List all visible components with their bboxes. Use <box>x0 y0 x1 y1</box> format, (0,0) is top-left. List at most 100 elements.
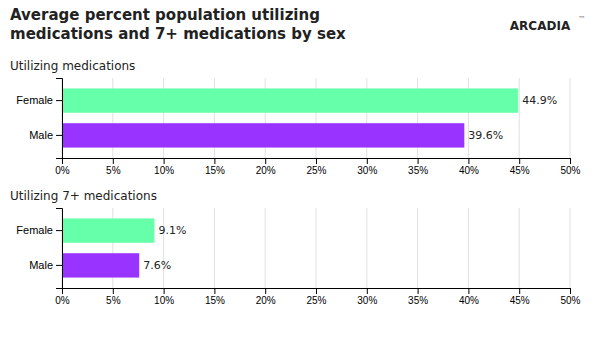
tick: 15% <box>205 288 225 306</box>
tick: 20% <box>256 288 276 306</box>
tick: 50% <box>560 158 580 176</box>
grid-line <box>519 78 520 158</box>
panel: Utilizing medications44.9%39.6%0%5%10%15… <box>10 59 581 176</box>
bar <box>62 218 154 242</box>
tick-mark <box>265 158 266 164</box>
tick-mark <box>519 158 520 164</box>
tick-label: 40% <box>459 295 479 306</box>
tick: 10% <box>154 158 174 176</box>
bars <box>62 88 518 147</box>
tick: 30% <box>357 158 377 176</box>
tick-label: 45% <box>510 165 530 176</box>
tick: 5% <box>106 158 121 176</box>
grid-line <box>316 208 317 288</box>
bar <box>62 123 464 147</box>
tick-mark <box>56 265 62 266</box>
chart: Average percent population utilizingmedi… <box>0 0 600 338</box>
tick: 45% <box>510 158 530 176</box>
tick: 25% <box>306 288 326 306</box>
grid-line <box>417 208 418 288</box>
tick-mark <box>164 288 165 294</box>
tick-label: 10% <box>154 165 174 176</box>
tick-mark <box>56 100 62 101</box>
tick-mark <box>367 288 368 294</box>
axis-line <box>56 209 63 289</box>
tick-label: 15% <box>205 295 225 306</box>
bars <box>62 218 154 277</box>
grid-line <box>265 208 266 288</box>
grid-line <box>214 208 215 288</box>
tick-mark <box>214 158 215 164</box>
panel: Utilizing 7+ medications 9.1%7.6% 0% 5% 10% 1… <box>10 189 581 306</box>
tick-label: 10% <box>154 295 174 306</box>
tick-label: 35% <box>408 165 428 176</box>
tick-mark <box>316 158 317 164</box>
tick-mark <box>164 158 165 164</box>
tick: 15% <box>205 158 225 176</box>
subtitle: Utilizing 7+ medications <box>10 189 157 203</box>
title: Average percent population utilizingmedi… <box>10 6 346 43</box>
grid-line <box>163 208 164 288</box>
y-axis: Female Male <box>16 209 62 289</box>
tick: 40% <box>459 288 479 306</box>
grid-line <box>570 78 571 158</box>
tick-mark <box>265 288 266 294</box>
tick-label: 45% <box>510 295 530 306</box>
tick-label: 50% <box>560 295 580 306</box>
tick: 30% <box>357 288 377 306</box>
tick-mark <box>418 158 419 164</box>
tick-mark <box>570 158 571 164</box>
tick-label: 20% <box>256 165 276 176</box>
grid-line <box>366 208 367 288</box>
tick-label: 25% <box>306 295 326 306</box>
tick-label: 50% <box>560 165 580 176</box>
tick: 35% <box>408 158 428 176</box>
grid <box>62 78 570 158</box>
tick-mark <box>468 158 469 164</box>
tick: 10% <box>154 288 174 306</box>
tick: 40% <box>459 158 479 176</box>
tick-label: Female <box>16 224 53 236</box>
tick-label: Male <box>29 129 53 141</box>
tick-label: 35% <box>408 295 428 306</box>
data-label: 44.9% <box>522 94 557 107</box>
tick-mark <box>570 288 571 294</box>
data-labels: 9.1%7.6% <box>143 224 186 272</box>
tick-label: 30% <box>357 165 377 176</box>
tick-mark <box>519 288 520 294</box>
tick: Female <box>16 94 62 106</box>
tick: 5% <box>106 288 121 306</box>
tick-label: 0% <box>55 295 70 306</box>
tick-label: 20% <box>256 295 276 306</box>
tick-label: 5% <box>106 295 121 306</box>
tick: 0% <box>55 288 70 306</box>
data-label: 9.1% <box>158 224 186 237</box>
tick-mark <box>56 230 62 231</box>
tick-mark <box>418 288 419 294</box>
bar <box>62 253 139 277</box>
x-axis: 0% 5% 10% 15% 20% 25% 30% 35% 40% 45% 50% <box>55 288 580 306</box>
grid-line <box>519 208 520 288</box>
tick: 45% <box>510 288 530 306</box>
tick-mark <box>113 288 114 294</box>
axis-line <box>63 289 571 295</box>
tick: Male <box>29 129 62 141</box>
grid-line <box>468 208 469 288</box>
bar <box>62 88 518 112</box>
tick-mark <box>214 288 215 294</box>
tick: 35% <box>408 288 428 306</box>
tick: 25% <box>306 158 326 176</box>
tick-mark <box>316 288 317 294</box>
tick-mark <box>468 288 469 294</box>
grid-line <box>570 208 571 288</box>
tick: 0% <box>55 158 70 176</box>
tick: Female <box>16 224 62 236</box>
tick-label: 30% <box>357 295 377 306</box>
data-labels: 44.9%39.6% <box>468 94 557 142</box>
tick-mark <box>113 158 114 164</box>
tick-label: 40% <box>459 165 479 176</box>
y-axis: Female Male <box>16 79 62 159</box>
tick-label: Female <box>16 94 53 106</box>
tick-label: 5% <box>106 165 121 176</box>
tick: Male <box>29 259 62 271</box>
